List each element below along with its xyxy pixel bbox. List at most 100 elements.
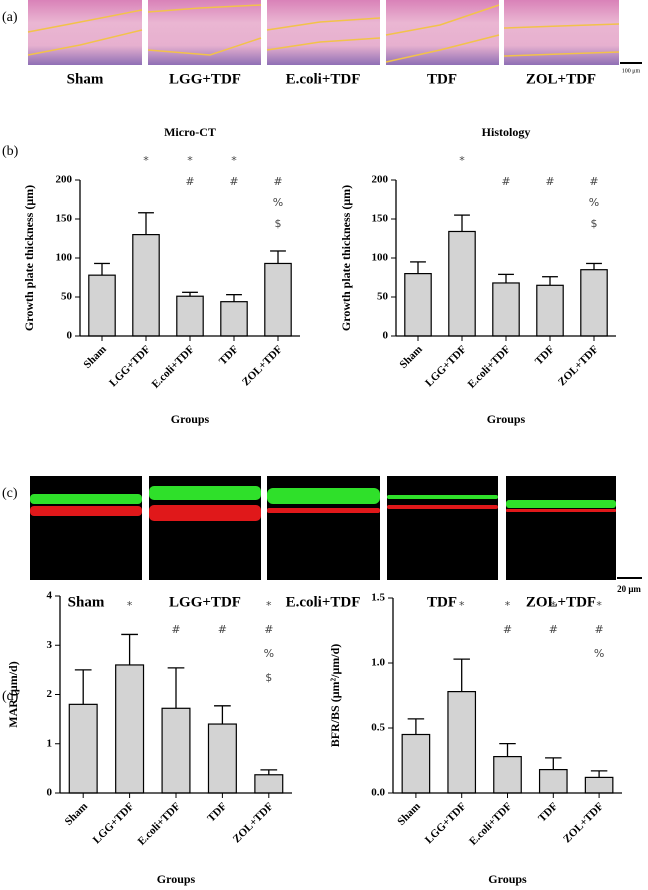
green-label bbox=[30, 494, 142, 504]
x-tick-label: E.coli+TDF bbox=[136, 800, 183, 847]
image-caption: ZOL+TDF bbox=[526, 71, 596, 87]
bar bbox=[448, 230, 476, 337]
y-tick-label: 100 bbox=[56, 252, 73, 264]
x-tick-label: Sham bbox=[395, 800, 423, 828]
y-tick-label: 50 bbox=[61, 291, 73, 303]
x-tick-label: TDF bbox=[533, 343, 557, 367]
significance-mark: * bbox=[266, 599, 272, 612]
significance-mark: # bbox=[171, 623, 180, 636]
bar bbox=[176, 295, 204, 337]
growth-plate-border bbox=[27, 29, 143, 56]
chart-title: Micro-CT bbox=[164, 125, 216, 139]
bar bbox=[254, 774, 284, 794]
growth-plate-border bbox=[266, 37, 381, 51]
chart-title: Histology bbox=[482, 125, 531, 139]
y-tick-label: 150 bbox=[372, 213, 389, 225]
significance-mark: # bbox=[589, 175, 598, 188]
growth-plate-border bbox=[385, 34, 500, 63]
red-label bbox=[387, 505, 498, 509]
y-tick-label: 0.0 bbox=[371, 787, 385, 799]
bar bbox=[207, 723, 237, 794]
y-tick-label: 0 bbox=[47, 787, 53, 799]
image-caption: LGG+TDF bbox=[169, 594, 241, 610]
significance-mark: * bbox=[187, 154, 193, 167]
significance-mark: # bbox=[549, 623, 558, 636]
significance-mark: # bbox=[273, 175, 282, 188]
bar bbox=[492, 282, 520, 337]
bar bbox=[68, 703, 98, 794]
x-tick-label: E.coli+TDF bbox=[467, 800, 514, 847]
red-label bbox=[506, 509, 616, 512]
significance-mark: # bbox=[264, 623, 273, 636]
significance-mark: $ bbox=[591, 217, 598, 230]
green-label bbox=[267, 488, 380, 504]
panel-label: (b) bbox=[2, 144, 19, 159]
growth-plate-border bbox=[147, 37, 262, 56]
significance-mark: $ bbox=[275, 217, 282, 230]
significance-mark: * bbox=[127, 599, 133, 612]
scale-bar-label: 100 μm bbox=[622, 68, 641, 74]
green-label bbox=[149, 486, 261, 500]
bar bbox=[493, 755, 522, 794]
y-tick-label: 2 bbox=[47, 688, 53, 700]
y-tick-label: 1 bbox=[47, 737, 53, 749]
bar bbox=[538, 768, 568, 794]
growth-plate-border bbox=[266, 17, 381, 31]
y-tick-label: 0 bbox=[67, 330, 73, 342]
y-axis-label: Growth plate thickness (μm) bbox=[339, 185, 353, 331]
fluorescence-image bbox=[387, 476, 498, 580]
image-caption: LGG+TDF bbox=[169, 71, 241, 87]
x-tick-label: E.coli+TDF bbox=[150, 343, 197, 390]
y-tick-label: 3 bbox=[47, 639, 53, 651]
y-tick-label: 4 bbox=[47, 590, 53, 602]
growth-plate-border bbox=[27, 9, 143, 33]
bar bbox=[404, 273, 432, 337]
histology-images bbox=[27, 0, 642, 65]
panel-label: (d) bbox=[2, 689, 19, 704]
bar bbox=[88, 274, 116, 337]
significance-mark: * bbox=[551, 599, 557, 612]
x-axis-label: Groups bbox=[157, 872, 196, 886]
fluorescence-images bbox=[30, 476, 642, 580]
x-axis-label: Groups bbox=[487, 412, 526, 426]
significance-mark: # bbox=[503, 623, 512, 636]
red-label bbox=[30, 506, 142, 516]
x-tick-label: TDF bbox=[217, 343, 241, 367]
y-axis-label: MAR (μm/d) bbox=[6, 661, 20, 727]
significance-mark: # bbox=[594, 623, 603, 636]
scale-bar-label: 20 μm bbox=[617, 584, 641, 594]
significance-mark: * bbox=[143, 154, 149, 167]
panel-label: (c) bbox=[2, 486, 18, 501]
significance-mark: # bbox=[501, 175, 510, 188]
x-axis-label: Groups bbox=[488, 872, 527, 886]
x-tick-label: ZOL+TDF bbox=[240, 343, 285, 388]
x-tick-label: LGG+TDF bbox=[107, 343, 153, 389]
green-label bbox=[387, 495, 498, 499]
x-tick-label: LGG+TDF bbox=[423, 800, 469, 846]
y-tick-label: 1.5 bbox=[371, 592, 385, 604]
bar bbox=[115, 664, 145, 794]
y-tick-label: 150 bbox=[56, 213, 73, 225]
x-tick-label: Sham bbox=[397, 343, 425, 371]
y-tick-label: 200 bbox=[56, 174, 73, 186]
x-tick-label: LGG+TDF bbox=[423, 343, 469, 389]
bar bbox=[584, 776, 614, 794]
bar bbox=[536, 284, 564, 337]
red-label bbox=[149, 505, 261, 521]
growth-plate-border bbox=[385, 4, 500, 36]
bar bbox=[161, 707, 191, 794]
x-tick-label: LGG+TDF bbox=[91, 800, 137, 846]
fluorescence-image bbox=[506, 476, 616, 580]
x-tick-label: Sham bbox=[63, 800, 91, 828]
bar bbox=[447, 690, 477, 794]
x-tick-label: ZOL+TDF bbox=[556, 343, 601, 388]
significance-mark: $ bbox=[265, 671, 272, 684]
y-tick-label: 50 bbox=[377, 291, 389, 303]
green-label bbox=[506, 500, 616, 508]
significance-mark: % bbox=[273, 196, 283, 209]
y-axis-label: Growth plate thickness (μm) bbox=[22, 185, 36, 331]
significance-mark: * bbox=[596, 599, 602, 612]
significance-mark: % bbox=[594, 647, 604, 660]
red-label bbox=[267, 508, 380, 513]
y-tick-label: 0 bbox=[383, 330, 389, 342]
